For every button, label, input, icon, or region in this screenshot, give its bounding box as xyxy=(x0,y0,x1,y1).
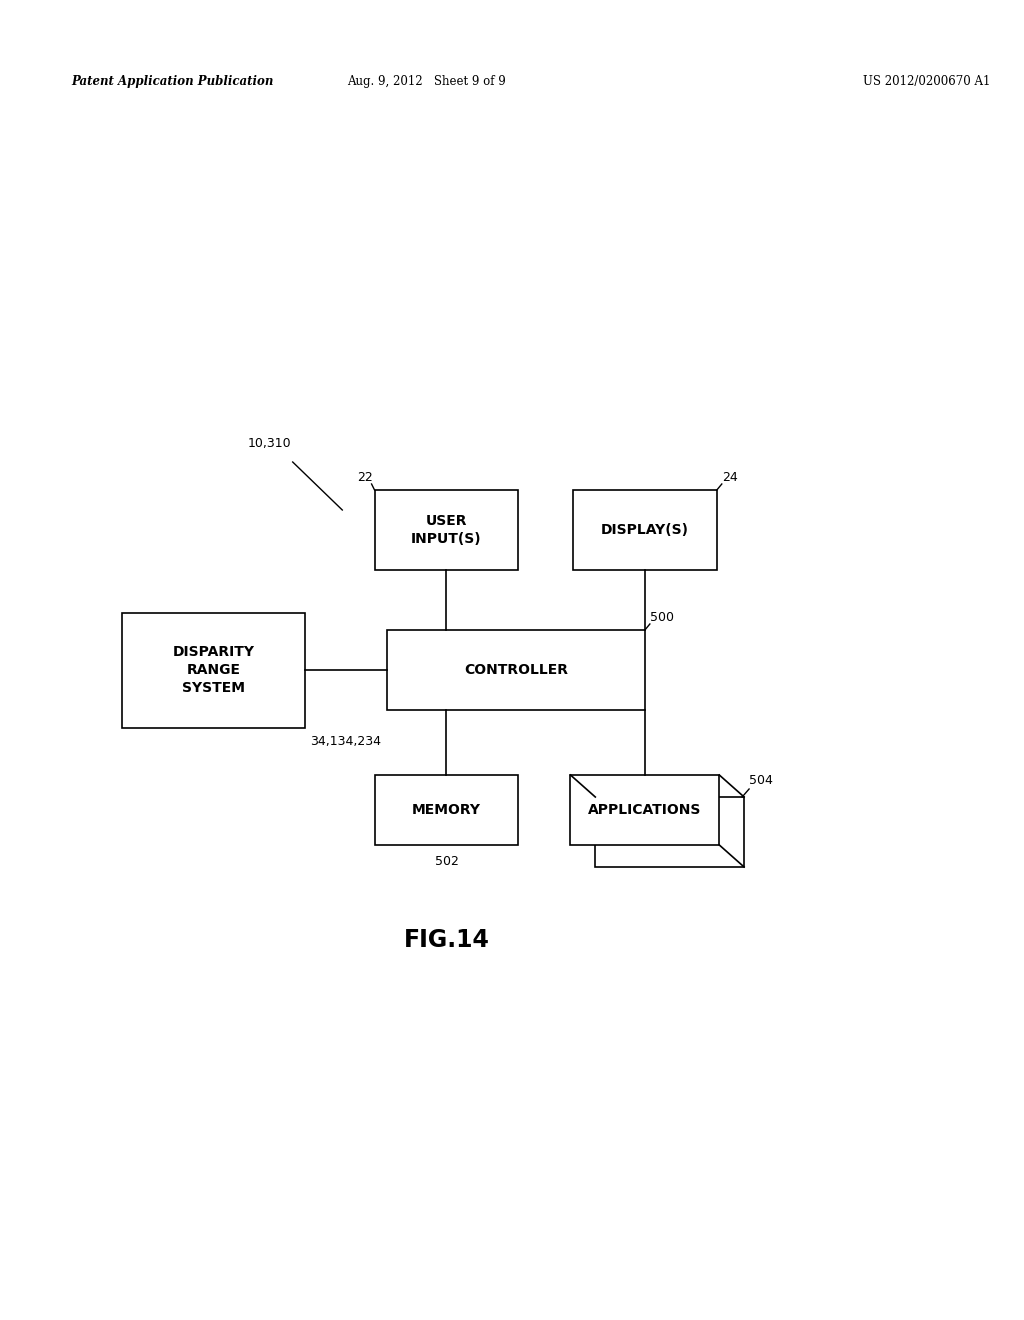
Bar xyxy=(122,612,305,727)
Text: 500: 500 xyxy=(650,611,674,624)
Text: Patent Application Publication: Patent Application Publication xyxy=(72,75,273,88)
Text: USER
INPUT(S): USER INPUT(S) xyxy=(412,513,481,546)
Text: FIG.14: FIG.14 xyxy=(403,928,489,952)
Text: Aug. 9, 2012   Sheet 9 of 9: Aug. 9, 2012 Sheet 9 of 9 xyxy=(347,75,506,88)
Text: 502: 502 xyxy=(434,855,459,869)
Text: APPLICATIONS: APPLICATIONS xyxy=(588,803,701,817)
Text: 504: 504 xyxy=(750,774,773,787)
Text: 22: 22 xyxy=(356,471,373,484)
Text: MEMORY: MEMORY xyxy=(412,803,481,817)
Bar xyxy=(570,775,719,845)
Text: US 2012/0200670 A1: US 2012/0200670 A1 xyxy=(863,75,990,88)
Bar xyxy=(375,490,518,570)
Text: CONTROLLER: CONTROLLER xyxy=(464,663,568,677)
Text: 10,310: 10,310 xyxy=(248,437,292,450)
Bar xyxy=(375,775,518,845)
Text: 34,134,234: 34,134,234 xyxy=(310,735,381,748)
Bar xyxy=(387,630,645,710)
Text: DISPLAY(S): DISPLAY(S) xyxy=(601,523,689,537)
Text: 24: 24 xyxy=(722,471,737,484)
Bar xyxy=(595,797,744,867)
Bar xyxy=(573,490,717,570)
Text: DISPARITY
RANGE
SYSTEM: DISPARITY RANGE SYSTEM xyxy=(172,644,254,696)
